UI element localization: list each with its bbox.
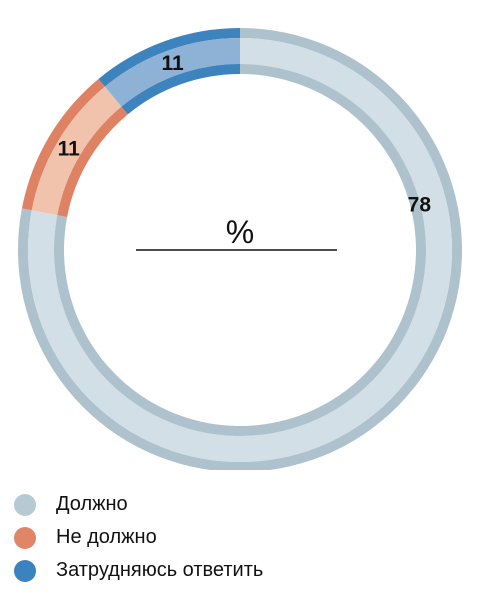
donut-chart: % 78 11 11 [18, 27, 462, 470]
donut-slice-2-fill [31, 86, 122, 216]
donut-slices [18, 27, 462, 470]
legend-label: Не должно [56, 526, 157, 548]
legend-item-zatrudnyayus: Затрудняюсь ответить [14, 556, 474, 585]
legend-swatch-dolzhno [14, 493, 36, 516]
legend: Должно Не должно Затрудняюсь ответить [14, 490, 474, 589]
value-label-slice-2: 11 [58, 138, 81, 161]
legend-label: Затрудняюсь ответить [56, 559, 264, 581]
donut-slice-3-inner-rim [121, 64, 240, 115]
value-label-slice-1: 78 [408, 194, 432, 217]
value-label-slice-3: 11 [161, 52, 184, 75]
legend-item-dolzhno: Должно [14, 490, 474, 519]
legend-label: Должно [56, 493, 128, 515]
legend-swatch-zatrudnyayus [14, 559, 36, 582]
legend-swatch-ne-dolzhno [14, 526, 36, 549]
donut-slice-2-outer-rim [21, 78, 105, 211]
legend-item-ne-dolzhno: Не должно [14, 523, 474, 552]
value-labels: 78 11 11 [58, 52, 432, 217]
donut-slice-3-fill [104, 38, 240, 107]
unit-label: % [226, 214, 254, 250]
donut-slice-2-inner-rim [57, 106, 128, 218]
donut-slice-3-outer-rim [98, 27, 240, 87]
